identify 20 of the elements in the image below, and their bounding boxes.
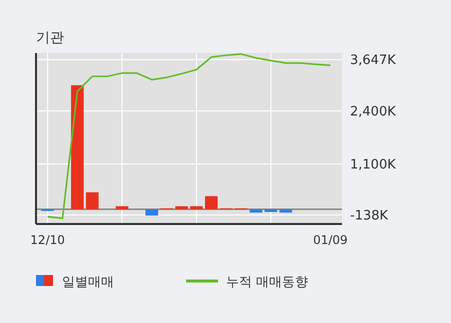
bar [264,209,278,212]
bar [145,209,158,216]
bar [250,209,262,213]
y-tick-label: 1,100K [350,158,396,173]
y-tick-label: 2,400K [350,104,396,120]
bar [205,196,218,210]
x-tick-label: 01/09 [313,233,348,247]
bar [279,209,292,213]
bar [71,85,84,210]
y-tick-label: -138K [350,208,389,224]
x-tick-label: 12/10 [30,233,65,247]
bar [190,206,203,210]
legend-label: 일별매매 [62,275,114,290]
legend-label: 누적 매매동향 [226,275,308,290]
bar [86,192,99,210]
line-series [46,53,332,220]
bar [116,206,128,210]
bar [175,206,188,210]
y-tick-label: 3,647K [350,53,396,68]
chart-title: 기관 [36,30,64,46]
